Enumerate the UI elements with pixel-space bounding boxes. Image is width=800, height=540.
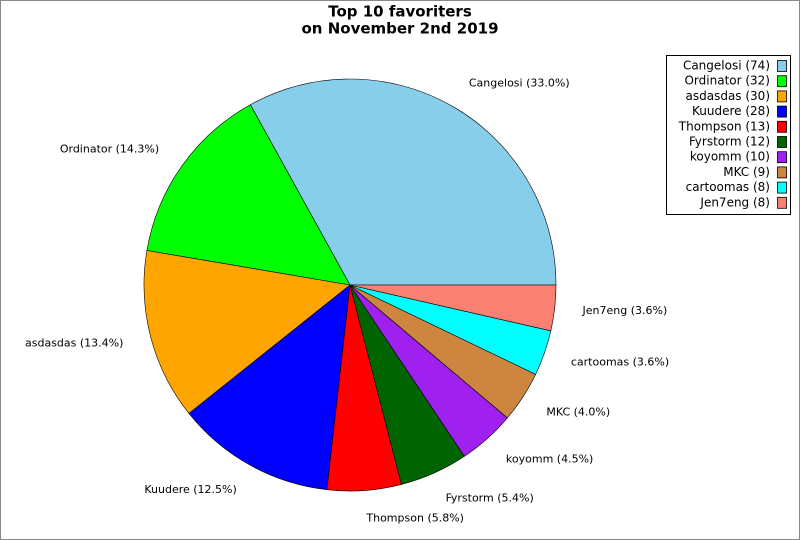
- slice-label: Fyrstorm (5.4%): [446, 492, 534, 505]
- legend-swatch: [777, 60, 787, 72]
- legend-swatch: [777, 90, 787, 103]
- slice-label: cartoomas (3.6%): [571, 355, 669, 368]
- legend-swatch: [777, 75, 787, 88]
- legend-label: MKC (9): [723, 165, 770, 179]
- legend-swatch: [777, 151, 787, 164]
- pie-slice: [349, 284, 557, 332]
- pie-slice: [249, 78, 557, 286]
- chart-title: Top 10 favoriters: [328, 3, 472, 21]
- slice-label: Ordinator (14.3%): [60, 143, 159, 156]
- legend-swatch: [777, 105, 787, 118]
- slice-label: Cangelosi (33.0%): [469, 76, 570, 89]
- slice-label: Kuudere (12.5%): [144, 483, 236, 496]
- slice-label: Jen7eng (3.6%): [582, 304, 668, 317]
- legend-label: asdasdas (30): [686, 89, 771, 103]
- legend-swatch: [777, 196, 787, 209]
- legend-label: Thompson (13): [678, 119, 770, 133]
- legend-label: koyomm (10): [690, 150, 770, 164]
- legend-label: cartoomas (8): [686, 180, 770, 194]
- legend-swatch: [777, 120, 787, 133]
- slice-label: Thompson (5.8%): [365, 511, 464, 524]
- legend-label: Cangelosi (74): [683, 59, 770, 73]
- slice-label: asdasdas (13.4%): [25, 336, 123, 349]
- pie-slice: [188, 284, 351, 491]
- pie-slice: [143, 250, 351, 414]
- legend-box: [666, 55, 791, 215]
- legend-swatch: [777, 166, 787, 179]
- slice-label: koyomm (4.5%): [506, 452, 593, 465]
- legend-label: Kuudere (28): [692, 104, 770, 118]
- slice-label: MKC (4.0%): [546, 405, 610, 418]
- pie-slice: [146, 104, 351, 286]
- legend-label: Jen7eng (8): [699, 195, 770, 209]
- legend-label: Ordinator (32): [684, 74, 770, 88]
- legend-swatch: [777, 136, 787, 148]
- chart-subtitle: on November 2nd 2019: [302, 20, 499, 38]
- legend-swatch: [777, 181, 787, 194]
- legend-label: Fyrstorm (12): [689, 135, 770, 149]
